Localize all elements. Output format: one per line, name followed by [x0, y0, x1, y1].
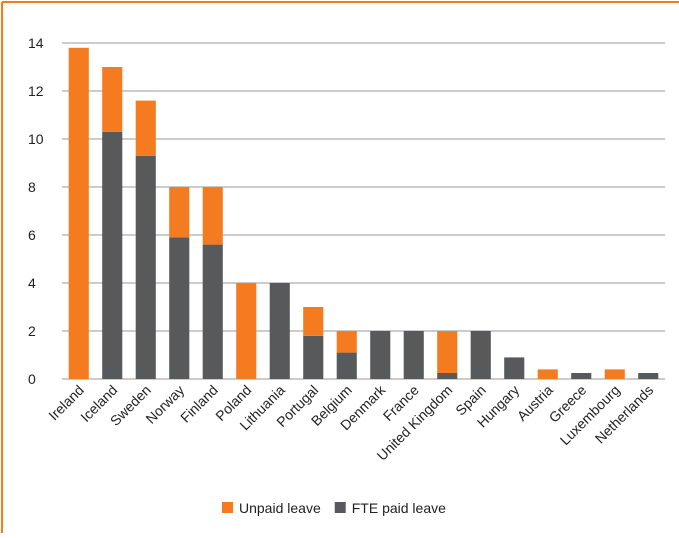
- bar-segment: [470, 331, 491, 379]
- bar-segment: [303, 335, 324, 379]
- bar-segment: [68, 47, 89, 380]
- bar-segment: [370, 331, 391, 379]
- legend-swatch: [334, 502, 346, 513]
- bar-segment: [537, 369, 558, 379]
- legend-swatch: [222, 502, 233, 513]
- y-tick-label: 8: [28, 179, 36, 195]
- bar-segment: [303, 307, 324, 336]
- y-tick-label: 0: [28, 371, 36, 387]
- bar-segment: [437, 331, 458, 373]
- y-tick-label: 14: [28, 35, 44, 51]
- bar-segment: [638, 373, 659, 379]
- y-tick-label: 12: [28, 83, 44, 99]
- y-tick-label: 6: [28, 227, 36, 243]
- bar-segment: [202, 244, 223, 379]
- bar-segment: [504, 357, 525, 379]
- bar-segment: [437, 373, 458, 379]
- bar-segment: [169, 187, 190, 238]
- y-tick-label: 2: [28, 323, 36, 339]
- x-tick-label: Finland: [177, 382, 221, 426]
- legend-label: Unpaid leave: [239, 500, 321, 516]
- y-tick-label: 4: [28, 275, 36, 291]
- bar-segment: [336, 352, 357, 379]
- bar-segment: [236, 283, 257, 379]
- bar-segment: [336, 331, 357, 353]
- legend-label: FTE paid leave: [352, 500, 446, 516]
- bar-segment: [135, 155, 156, 379]
- bar-segment: [604, 369, 625, 379]
- bar-segment: [571, 373, 592, 379]
- bar-segment: [202, 187, 223, 245]
- y-tick-label: 10: [28, 131, 44, 147]
- bar-segment: [269, 283, 290, 379]
- bar-segment: [102, 67, 123, 132]
- bar-segment: [403, 331, 424, 379]
- bar-segment: [135, 100, 156, 156]
- bar-segment: [169, 237, 190, 379]
- bar-segment: [102, 131, 123, 379]
